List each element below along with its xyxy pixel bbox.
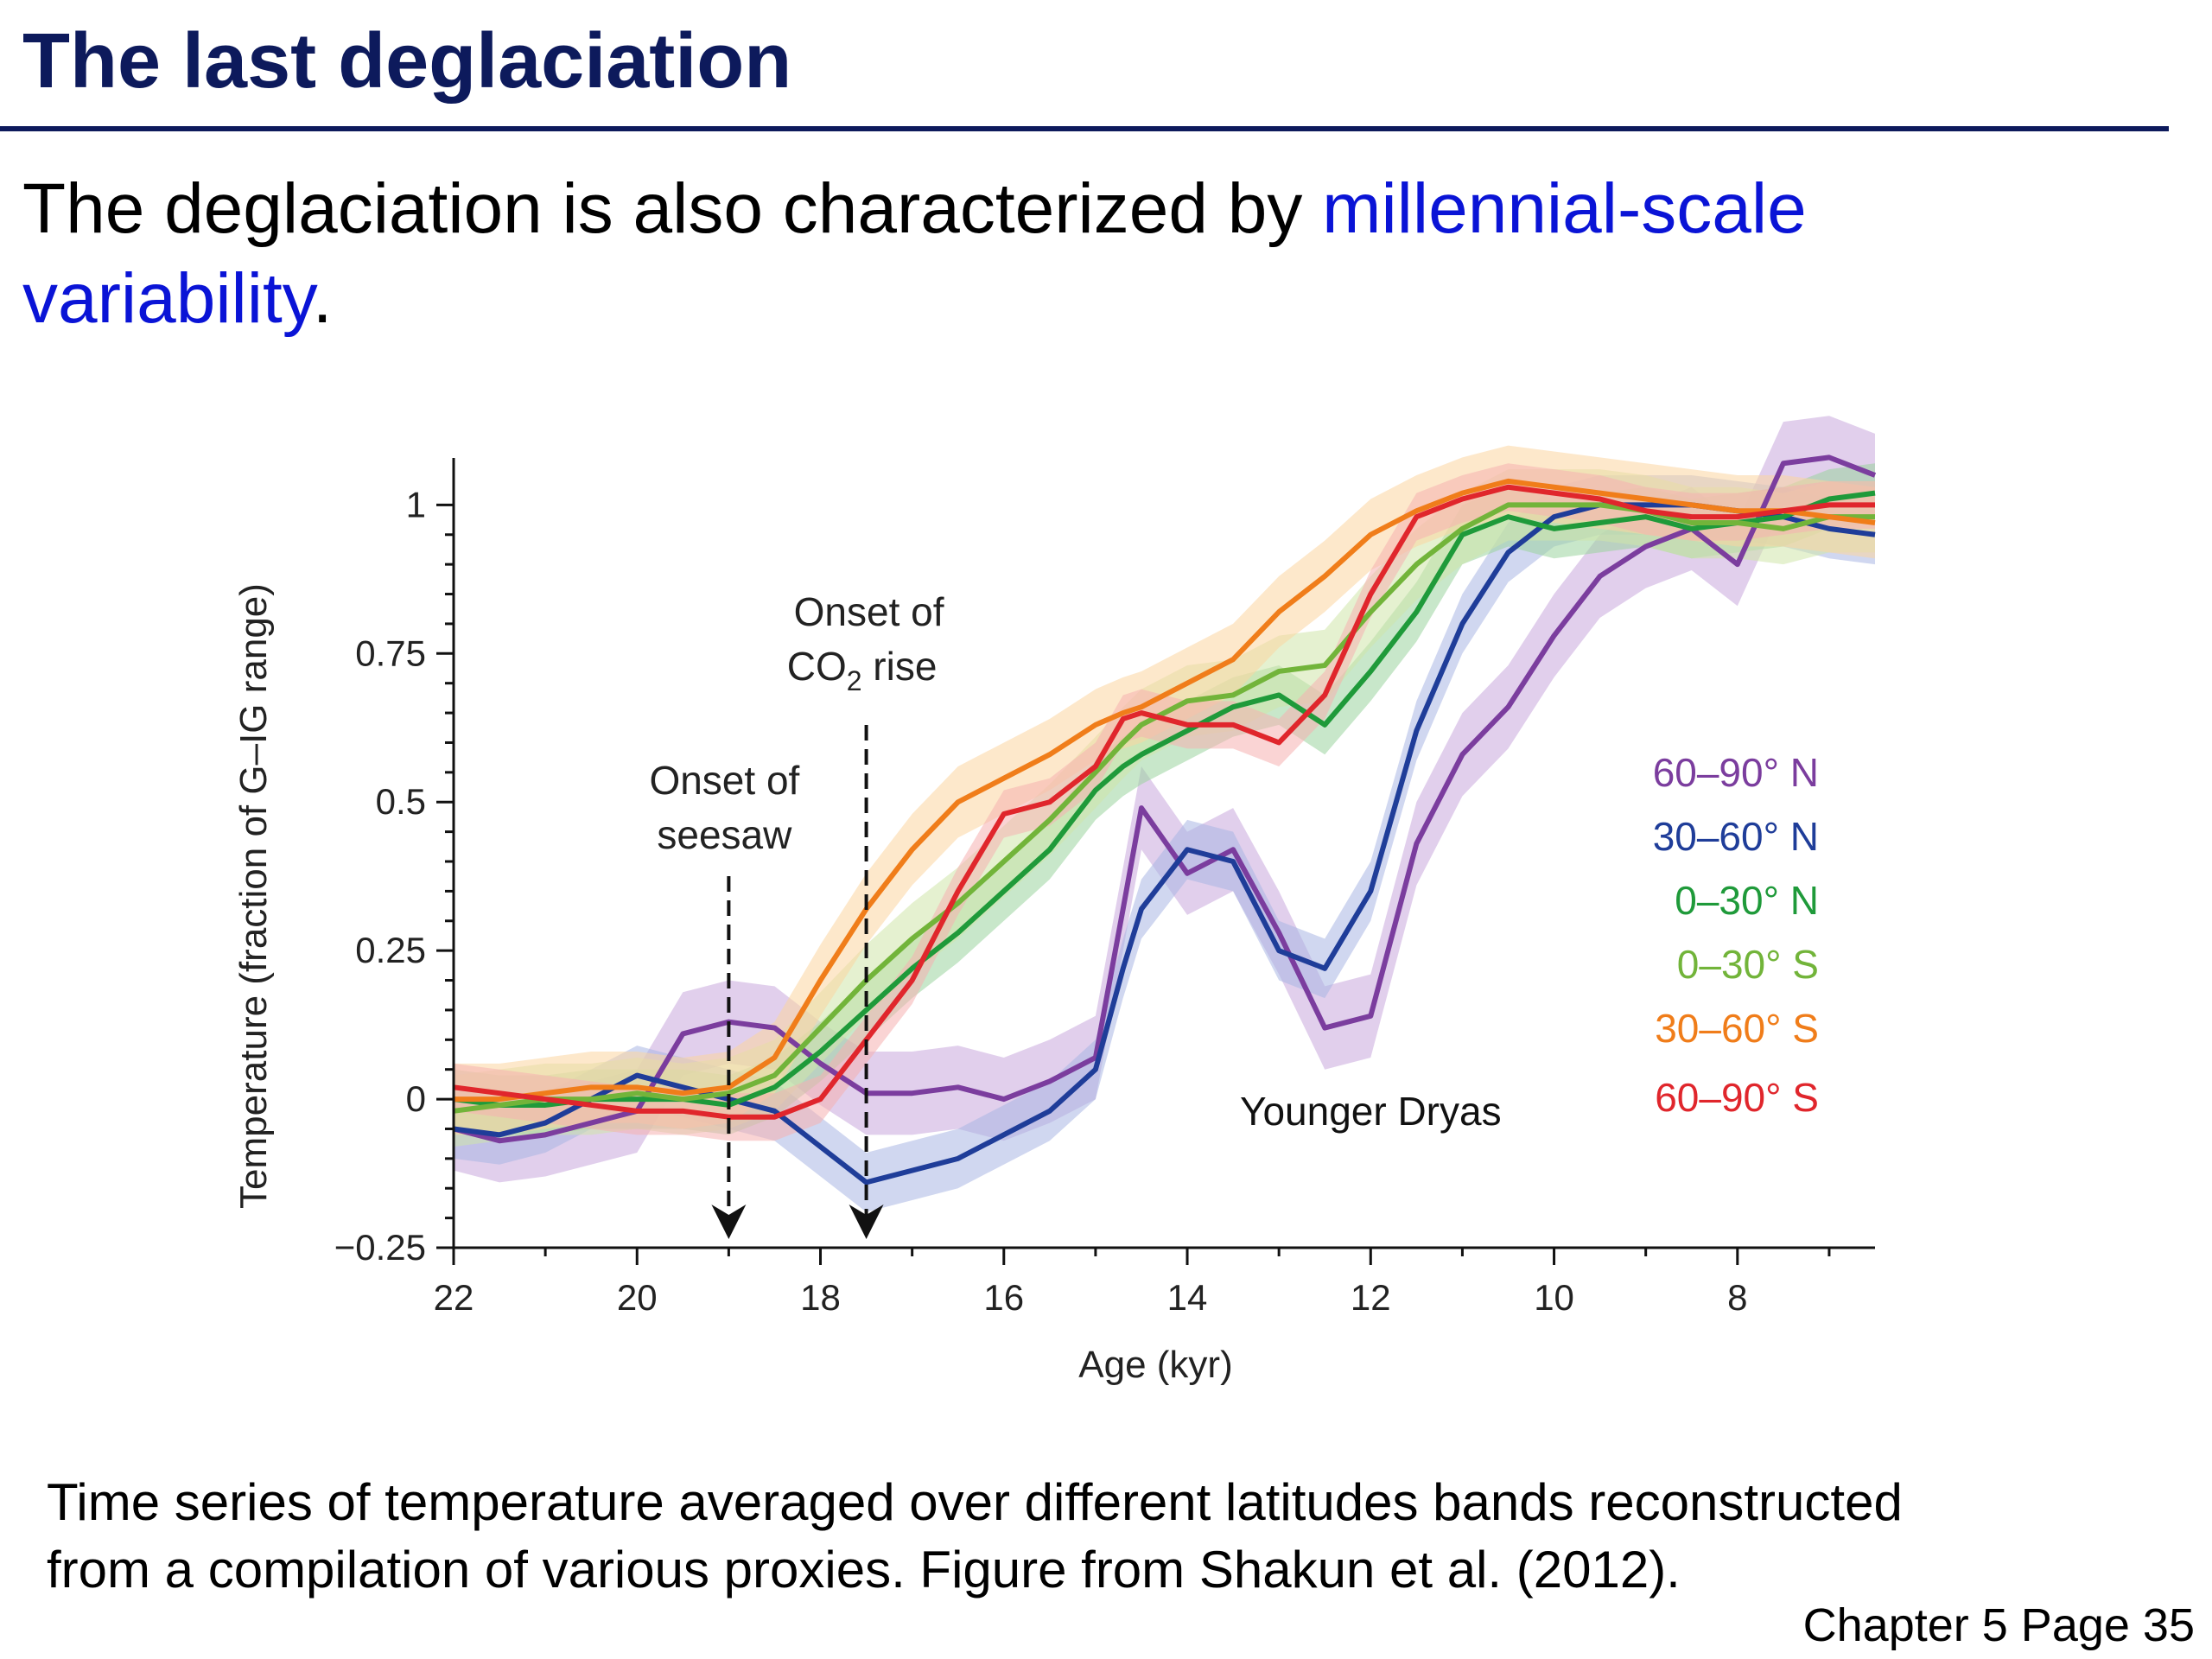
temperature-chart: −0.25 0 0.25 0.5 0.75 1 22 20 18 16 14 12 10 8 Age (ky… — [232, 416, 1877, 1386]
x-tick-label: 18 — [800, 1277, 841, 1318]
intro-suffix: . — [312, 259, 333, 338]
caption-line-1: Time series of temperature averaged over… — [47, 1473, 1903, 1531]
y-tick-label: 0.75 — [355, 632, 426, 673]
y-tick-label: 0.25 — [355, 930, 426, 970]
y-tick-label: 0 — [406, 1078, 426, 1119]
seesaw-label-line-1: Onset of — [649, 758, 799, 803]
page-footer: Chapter 5 Page 35 — [1802, 1599, 2195, 1651]
x-tick-label: 22 — [434, 1277, 474, 1318]
y-tick-label: 1 — [406, 484, 426, 524]
co2-label-line-2: CO2 rise — [787, 644, 938, 696]
axes: −0.25 0 0.25 0.5 0.75 1 22 20 18 16 14 12 10 8 Age (ky… — [232, 458, 1875, 1386]
caption-line-2: from a compilation of various proxies. F… — [47, 1541, 1681, 1599]
intro-text: The deglaciation is also characterized b… — [22, 164, 2096, 344]
y-tick-label: −0.25 — [334, 1227, 426, 1268]
title-divider — [0, 126, 2169, 131]
x-tick-label: 8 — [1727, 1277, 1747, 1318]
y-axis-label: Temperature (fraction of G–IG range) — [232, 583, 275, 1209]
legend-entry-4: 0–30° S — [1677, 942, 1819, 987]
band-series-6 — [454, 463, 1875, 1141]
y-tick-label: 0.5 — [376, 781, 426, 822]
legend-entry-3: 0–30° N — [1675, 878, 1819, 923]
annotations: Onset of seesaw Onset of CO2 rise Younger Dr… — [649, 589, 1502, 1239]
slide-title: The last deglaciation — [22, 18, 792, 105]
x-tick-label: 20 — [617, 1277, 658, 1318]
figure-caption: Time series of temperature averaged over… — [47, 1469, 2155, 1604]
co2-text: CO — [787, 644, 847, 689]
legend-entry-5: 30–60° S — [1655, 1006, 1819, 1051]
legend-entry-6: 60–90° S — [1655, 1075, 1819, 1120]
line-series-1 — [453, 454, 1877, 1144]
x-axis-label: Age (kyr) — [1078, 1344, 1232, 1386]
line-series-6 — [453, 484, 1875, 1120]
co2-rise-text: rise — [862, 644, 938, 689]
legend-entry-1: 60–90° N — [1653, 750, 1819, 795]
line-series-5 — [454, 478, 1876, 1103]
younger-dryas-label: Younger Dryas — [1240, 1089, 1502, 1134]
intro-prefix: The deglaciation is also characterized b… — [22, 169, 1323, 248]
seesaw-label-line-2: seesaw — [657, 812, 792, 857]
line-series-3 — [453, 490, 1876, 1108]
x-tick-label: 14 — [1167, 1277, 1208, 1318]
co2-label-line-1: Onset of — [794, 589, 944, 634]
legend-entry-2: 30–60° N — [1653, 814, 1819, 859]
intro-highlight: millennial-scale variability — [22, 169, 1807, 338]
co2-subscript: 2 — [847, 665, 862, 696]
chart-legend: 60–90° N 30–60° N 0–30° N 0–30° S 30–60° S 60… — [1653, 750, 1819, 1120]
x-tick-label: 12 — [1351, 1277, 1391, 1318]
x-tick-label: 10 — [1534, 1277, 1574, 1318]
series-lines — [453, 454, 1877, 1185]
x-tick-label: 16 — [983, 1277, 1024, 1318]
